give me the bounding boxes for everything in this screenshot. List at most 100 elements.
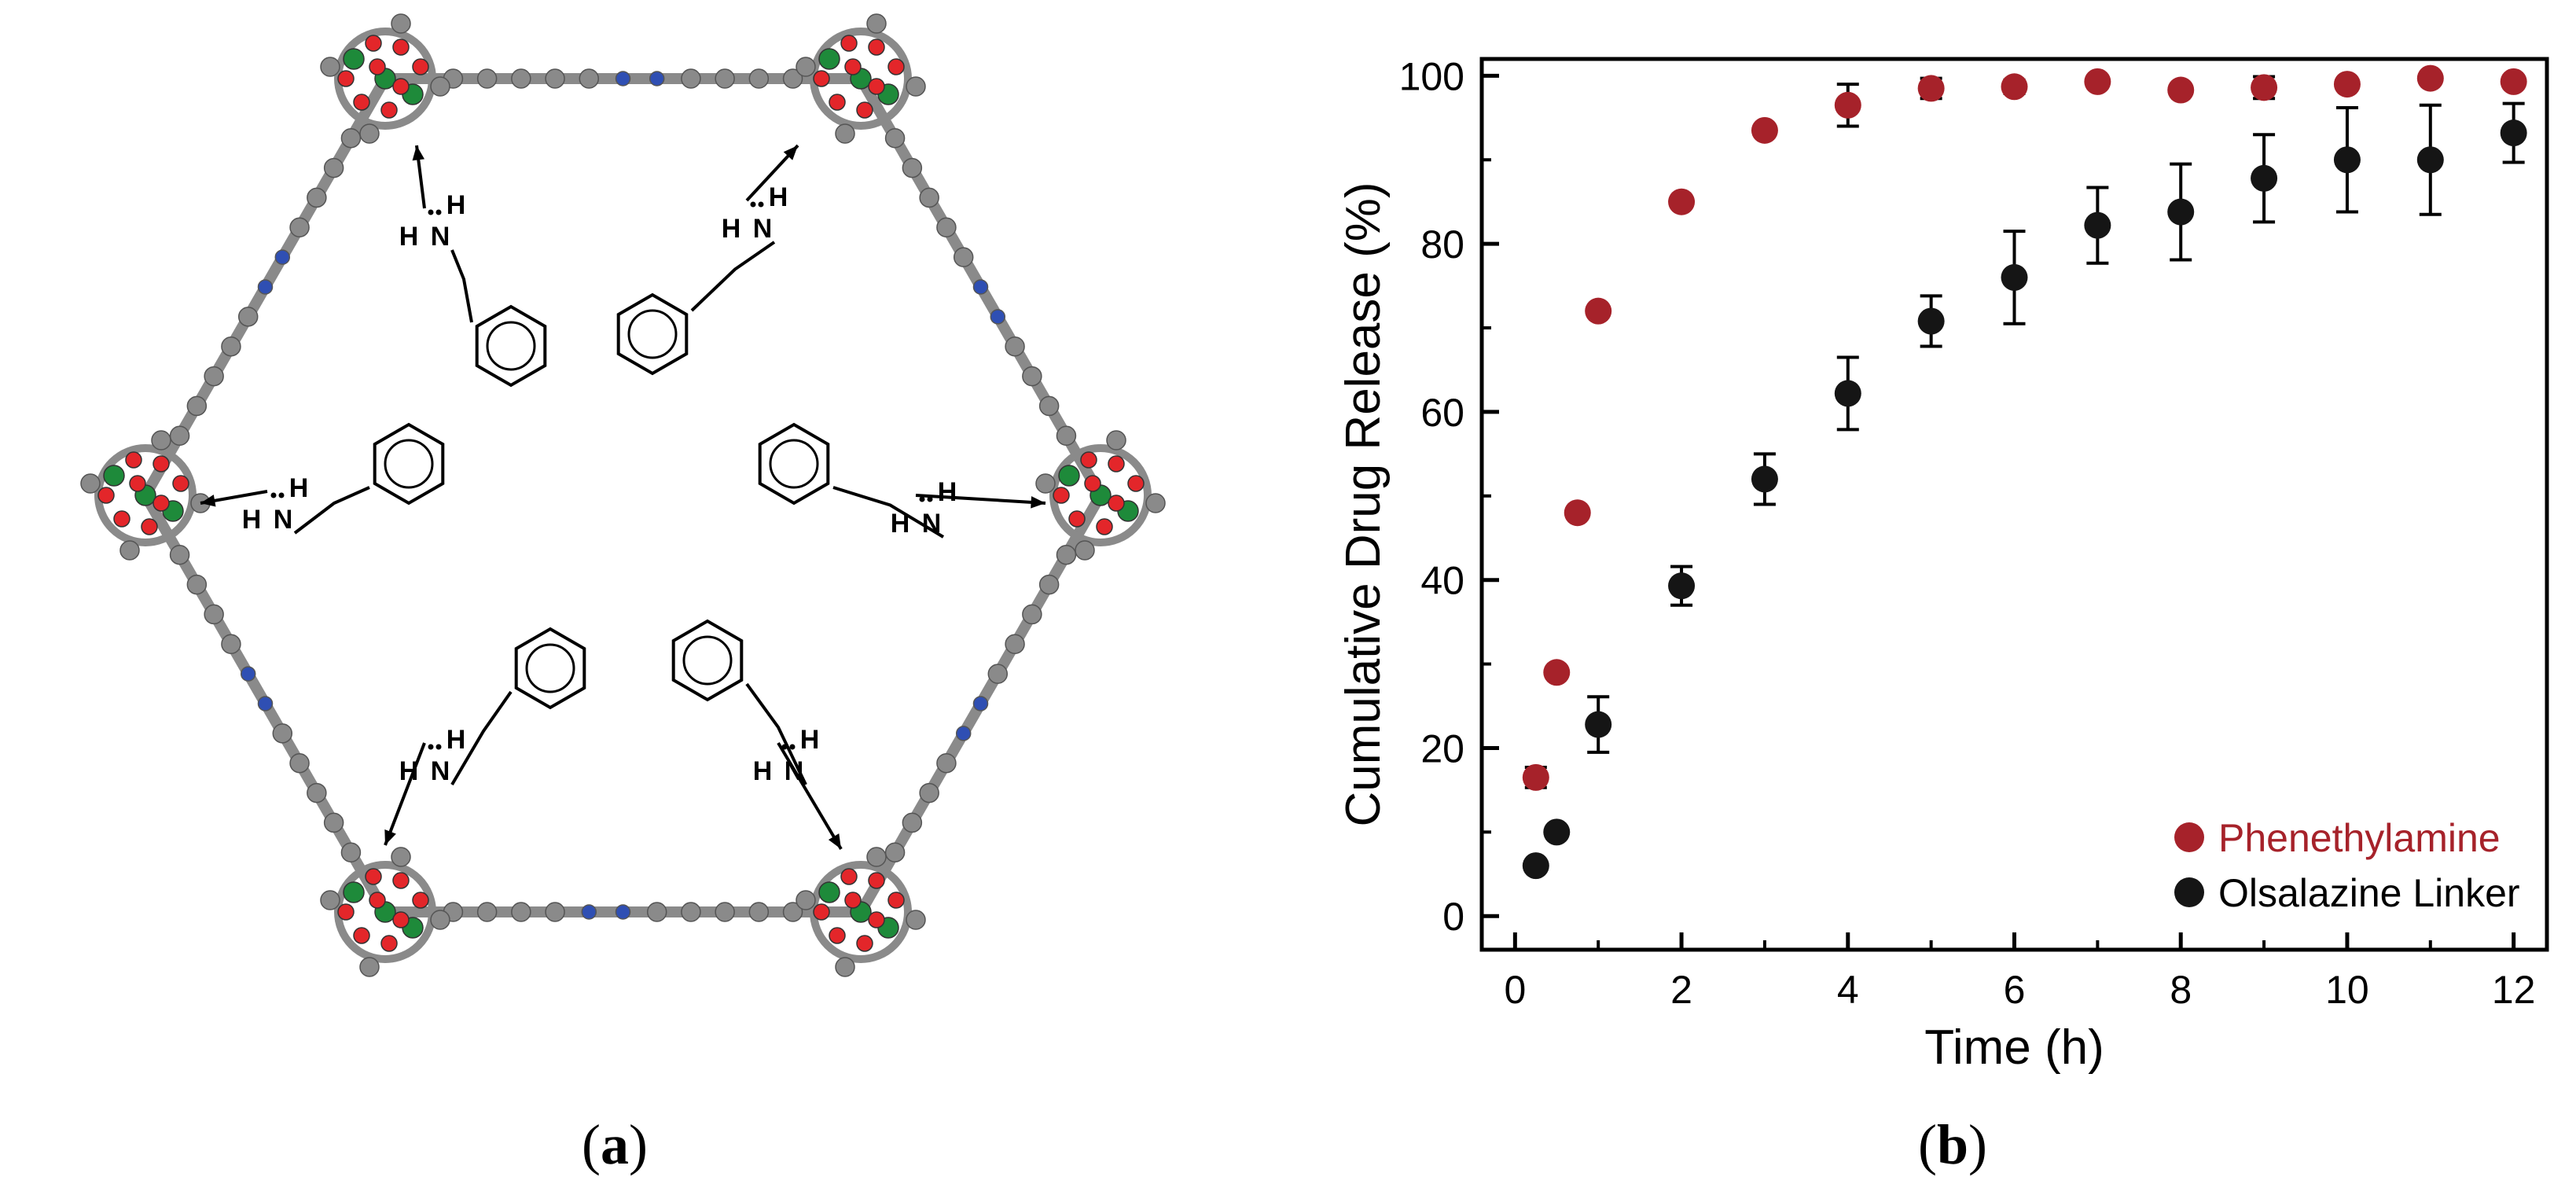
linker-carbon-atom	[476, 68, 498, 89]
cluster-carbon-atom	[359, 957, 380, 977]
arrow-head	[384, 829, 396, 845]
olsalazine-point	[2001, 263, 2028, 291]
linker-carbon-atom	[289, 217, 310, 238]
linker-carbon-atom	[579, 68, 600, 89]
lone-pair-dot	[789, 744, 796, 750]
cluster-carbon-atom	[1145, 493, 1166, 513]
oxygen-atom	[868, 78, 885, 95]
cluster-carbon-atom	[151, 430, 171, 450]
metal-atom	[1058, 465, 1080, 487]
linker-carbon-atom	[169, 544, 190, 565]
linker-carbon-atom	[307, 187, 327, 208]
linker-carbon-atom	[186, 574, 208, 595]
linker-carbon-atom	[545, 68, 565, 89]
aromatic-circle	[486, 321, 536, 371]
oxygen-atom	[353, 927, 370, 944]
oxygen-atom	[868, 911, 885, 928]
x-axis-label: Time (h)	[1924, 1020, 2104, 1075]
y-tick-label: 40	[1420, 559, 1464, 603]
x-tick-label: 2	[1670, 968, 1692, 1012]
linker-carbon-atom	[681, 68, 701, 89]
oxygen-atom	[887, 58, 905, 75]
y-axis-label: Cumulative Drug Release (%)	[1336, 182, 1391, 826]
mof-framework-diagram: NHHNHHNHHNHHNHHNHH	[0, 0, 1258, 1101]
panel-label-b: (b)	[1918, 1113, 1988, 1176]
oxygen-atom	[337, 70, 355, 87]
cluster-carbon-atom	[391, 13, 411, 34]
y-tick-label: 20	[1420, 726, 1464, 770]
azo-nitrogen-atom	[955, 726, 972, 741]
oxygen-atom	[1127, 475, 1145, 492]
metal-cluster-node	[80, 430, 211, 561]
linker-carbon-atom	[919, 187, 939, 208]
lone-pair-dot	[919, 496, 925, 502]
phenethylamine-molecule: NHH	[616, 144, 799, 376]
framework-linkers	[140, 68, 1106, 922]
x-axis: 0 2 4 6 8 10 12	[1504, 932, 2535, 1012]
metal-atom	[818, 48, 840, 70]
oxygen-atom	[1080, 451, 1097, 469]
oxygen-atom	[113, 510, 130, 528]
ethyl-chain	[450, 690, 513, 786]
linker-carbon-atom	[307, 782, 327, 803]
nitrogen-label: N	[431, 756, 450, 786]
release-chart: 0 2 4 6 8 10 12 0 20 40 60 80 100 Time (h) Cumulati…	[1258, 0, 2576, 1101]
hydrogen-label: H	[769, 182, 788, 212]
cluster-carbon-atom	[1075, 540, 1095, 561]
phenethylamine-molecule: NHH	[758, 422, 1046, 539]
linker-carbon-atom	[748, 68, 770, 89]
y-tick-label: 0	[1442, 895, 1464, 939]
linker-carbon-atom	[936, 217, 957, 238]
oxygen-atom	[125, 451, 142, 469]
olsalazine-point	[1522, 852, 1549, 880]
arrow-head	[783, 145, 798, 160]
hydrogen-label: H	[446, 190, 466, 220]
oxygen-atom	[412, 892, 429, 909]
hydrogen-label: H	[891, 509, 910, 539]
hydrogen-label: H	[722, 214, 741, 244]
cluster-carbon-atom	[430, 910, 450, 930]
phenethylamine-point	[1543, 659, 1571, 686]
phenethylamine-point	[2167, 76, 2195, 104]
azo-nitrogen-atom	[972, 279, 989, 295]
oxygen-atom	[856, 935, 873, 952]
y-tick-label: 80	[1420, 222, 1464, 267]
metal-atom	[343, 881, 365, 903]
aromatic-circle	[682, 635, 733, 686]
oxygen-atom	[840, 868, 858, 885]
linker-carbon-atom	[681, 902, 701, 922]
arrow-head	[412, 145, 425, 161]
linker-carbon-atom	[748, 902, 770, 922]
phenethylamine-point	[1834, 91, 1861, 119]
linker-carbon-atom	[511, 902, 531, 922]
oxygen-atom	[353, 94, 370, 111]
metal-atom	[343, 48, 365, 70]
metal-cluster-node	[796, 13, 926, 144]
cluster-carbon-atom	[906, 910, 926, 930]
phenethylamine-point	[1522, 763, 1549, 791]
oxygen-atom	[392, 911, 410, 928]
oxygen-atom	[153, 455, 170, 472]
phenethylamine-point	[2416, 64, 2444, 92]
azo-nitrogen-atom	[240, 666, 256, 682]
linker-carbon-atom	[476, 902, 498, 922]
aromatic-circle	[525, 643, 575, 693]
olsalazine-point	[1543, 818, 1571, 846]
linker-carbon-atom	[323, 812, 344, 833]
lone-pair-dot	[750, 201, 756, 208]
metal-cluster-node	[1035, 430, 1166, 561]
nitrogen-label: N	[274, 505, 293, 535]
linker-carbon-atom	[646, 902, 667, 922]
oxygen-atom	[868, 872, 885, 889]
cluster-carbon-atom	[835, 957, 855, 977]
cluster-carbon-atom	[430, 76, 450, 97]
olsalazine-point	[1668, 572, 1696, 600]
linker-carbon-atom	[987, 664, 1009, 684]
linker-carbon-atom	[323, 157, 344, 178]
oxygen-atom	[829, 94, 846, 111]
cluster-carbon-atom	[906, 76, 926, 97]
y-tick-label: 100	[1399, 54, 1464, 98]
phenethylamine-point	[2251, 74, 2278, 101]
hydrogen-label: H	[938, 477, 957, 507]
olsalazine-point	[1917, 307, 1945, 335]
